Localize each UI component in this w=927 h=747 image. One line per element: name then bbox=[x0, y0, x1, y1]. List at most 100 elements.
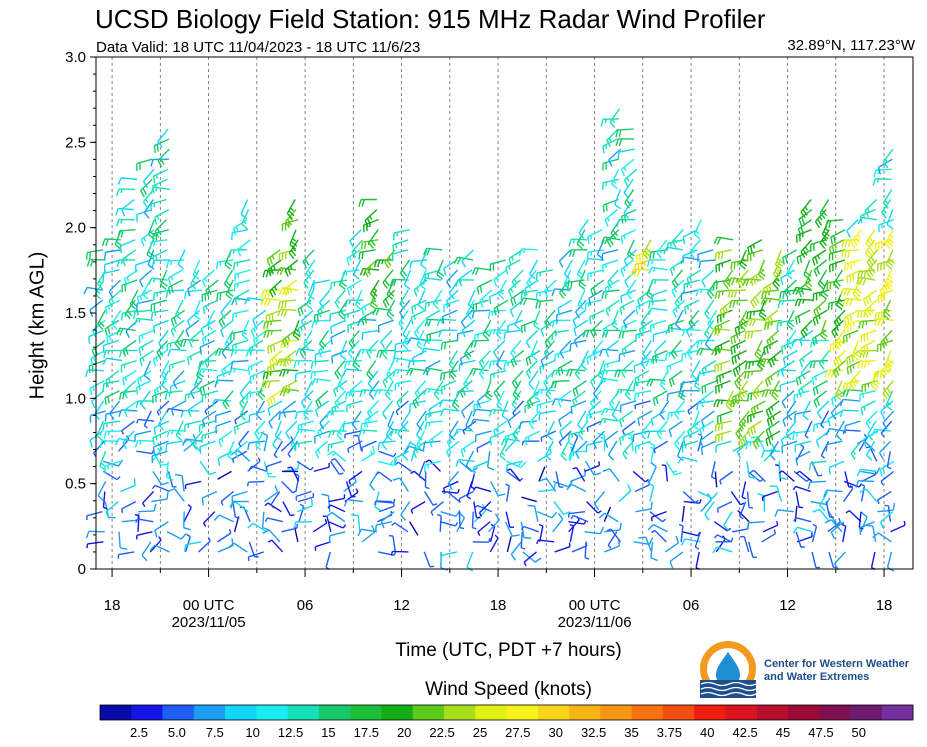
wind-barb bbox=[488, 408, 508, 417]
barb-feather bbox=[474, 267, 480, 276]
wind-barb bbox=[341, 269, 360, 280]
wind-barb bbox=[327, 504, 346, 513]
barb-feather bbox=[205, 305, 208, 310]
barb-feather bbox=[493, 351, 498, 359]
barb-shaft bbox=[570, 474, 586, 483]
barb-feather bbox=[288, 252, 295, 260]
barb-feather bbox=[269, 397, 274, 406]
wind-barb bbox=[741, 481, 747, 500]
barb-shaft bbox=[443, 408, 460, 412]
barb-feather bbox=[466, 496, 472, 500]
barb-feather bbox=[624, 202, 631, 209]
barb-feather bbox=[814, 221, 820, 229]
wind-barb bbox=[683, 299, 700, 315]
barb-shaft bbox=[416, 410, 427, 425]
barb-feather bbox=[761, 450, 765, 458]
wind-barb bbox=[373, 259, 393, 268]
wind-barb bbox=[358, 429, 378, 438]
barb-shaft bbox=[830, 521, 844, 533]
barb-feather bbox=[315, 401, 320, 409]
barb-feather bbox=[471, 267, 476, 275]
barb-feather bbox=[286, 212, 293, 220]
barb-feather bbox=[362, 430, 366, 435]
barb-feather bbox=[618, 129, 622, 138]
barb-shaft bbox=[860, 470, 877, 475]
barb-shaft bbox=[233, 542, 248, 553]
barb-shaft bbox=[361, 528, 378, 533]
wind-barb bbox=[619, 400, 637, 413]
barb-shaft bbox=[649, 511, 663, 523]
barb-feather bbox=[392, 498, 396, 504]
barb-feather bbox=[158, 342, 164, 350]
barb-feather bbox=[351, 513, 359, 517]
barb-feather bbox=[343, 499, 348, 507]
barb-shaft bbox=[506, 536, 512, 553]
wind-barb bbox=[281, 218, 299, 232]
wind-barb bbox=[185, 319, 200, 338]
wind-barb bbox=[635, 329, 652, 343]
barb-feather bbox=[586, 357, 590, 365]
barb-feather bbox=[820, 294, 828, 300]
barb-feather bbox=[104, 328, 108, 336]
barb-feather bbox=[124, 376, 128, 382]
barb-shaft bbox=[667, 390, 684, 395]
barb-feather bbox=[385, 434, 393, 441]
wind-barb bbox=[520, 521, 532, 540]
barb-feather bbox=[694, 546, 700, 550]
wind-barb bbox=[794, 440, 812, 453]
barb-feather bbox=[84, 369, 89, 378]
barb-feather bbox=[623, 192, 630, 199]
wind-barb bbox=[758, 299, 767, 321]
barb-feather bbox=[218, 320, 224, 328]
barb-shaft bbox=[120, 390, 137, 394]
barb-shaft bbox=[418, 461, 426, 477]
barb-shaft bbox=[590, 370, 604, 382]
barb-feather bbox=[615, 389, 620, 397]
wind-barb bbox=[228, 367, 248, 376]
wind-barb bbox=[150, 299, 168, 312]
wind-barb bbox=[765, 430, 781, 447]
barb-feather bbox=[737, 400, 740, 405]
barb-feather bbox=[143, 374, 151, 381]
barb-feather bbox=[765, 429, 770, 438]
barb-feather bbox=[297, 360, 300, 365]
wind-barb bbox=[334, 289, 346, 309]
barb-shaft bbox=[232, 309, 249, 315]
barb-feather bbox=[817, 218, 823, 226]
barb-shaft bbox=[493, 380, 506, 394]
wind-barb bbox=[315, 390, 329, 409]
barb-shaft bbox=[461, 400, 475, 412]
barb-shaft bbox=[423, 491, 434, 506]
barb-feather bbox=[205, 289, 210, 298]
barb-feather bbox=[208, 321, 213, 325]
barb-feather bbox=[269, 290, 274, 298]
barb-feather bbox=[711, 348, 716, 356]
barb-shaft bbox=[482, 320, 492, 335]
barb-feather bbox=[753, 311, 755, 316]
wind-barb bbox=[304, 380, 313, 401]
wind-barb bbox=[218, 430, 233, 448]
barb-feather bbox=[819, 216, 823, 221]
barb-feather bbox=[254, 432, 260, 440]
barb-feather bbox=[797, 228, 802, 237]
barb-feather bbox=[691, 374, 698, 381]
barb-feather bbox=[828, 220, 832, 229]
barb-feather bbox=[435, 390, 440, 395]
barb-feather bbox=[358, 252, 361, 260]
wind-barb bbox=[600, 407, 621, 416]
wind-barb bbox=[746, 491, 754, 509]
barb-feather bbox=[729, 300, 733, 309]
wind-barb bbox=[409, 521, 419, 536]
barb-feather bbox=[621, 417, 625, 423]
barb-shaft bbox=[121, 519, 138, 523]
barb-feather bbox=[569, 343, 572, 351]
barb-feather bbox=[250, 330, 255, 338]
barb-feather bbox=[217, 458, 221, 466]
barb-shaft bbox=[811, 526, 818, 543]
barb-feather bbox=[169, 386, 172, 394]
barb-shaft bbox=[137, 518, 154, 523]
barb-feather bbox=[114, 438, 120, 446]
barb-feather bbox=[623, 179, 629, 187]
barb-feather bbox=[523, 561, 527, 567]
barb-feather bbox=[830, 412, 836, 420]
